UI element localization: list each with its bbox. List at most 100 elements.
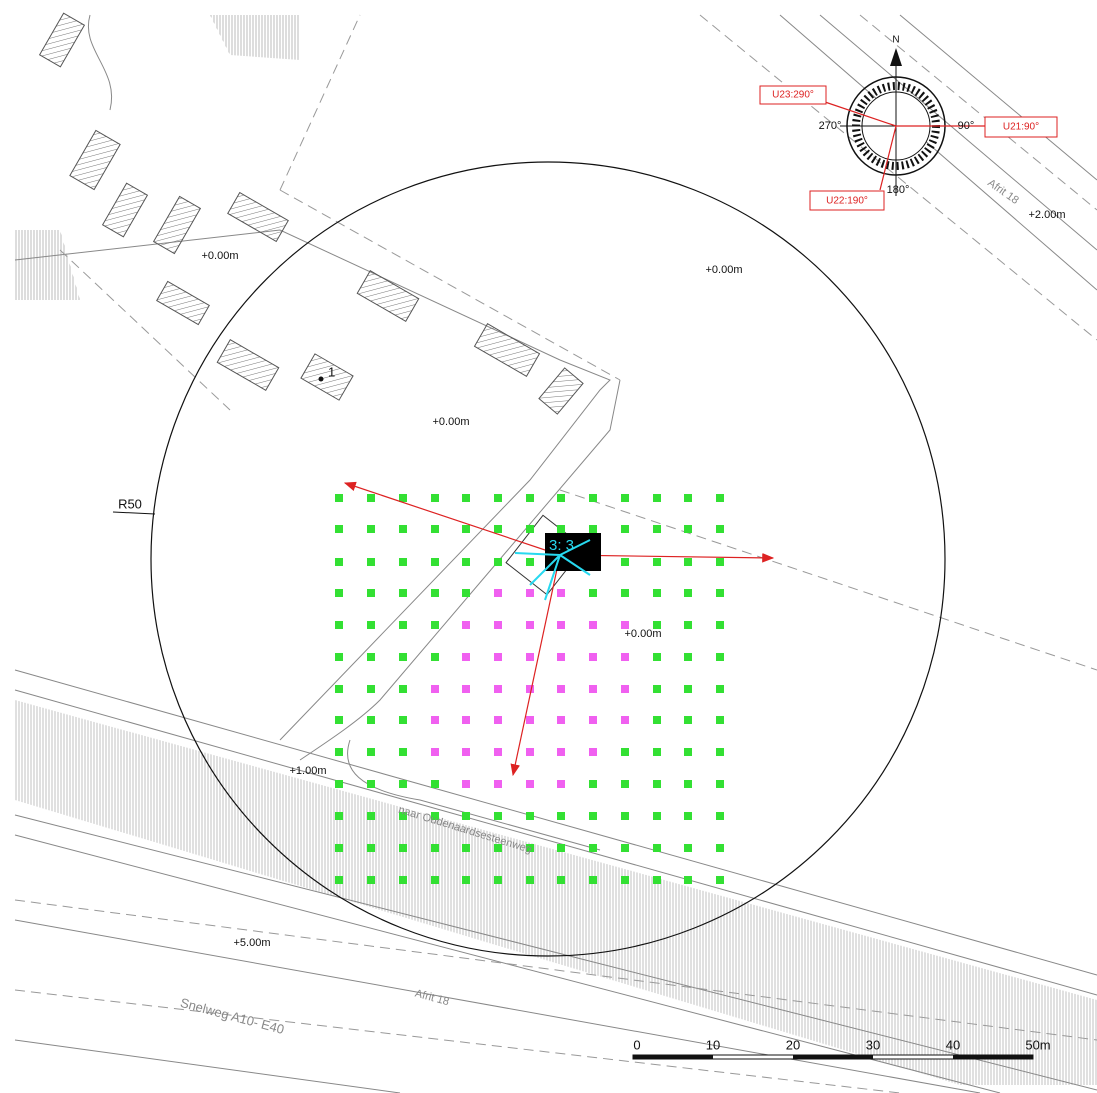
grid-point [431,589,439,597]
grid-point [462,748,470,756]
elevation-label: +2.00m [1029,209,1066,221]
grid-point [589,876,597,884]
grid-point [335,812,343,820]
grid-point [621,844,629,852]
grid-point [557,494,565,502]
grid-point [653,812,661,820]
grid-point [526,494,534,502]
grid-point [462,621,470,629]
grid-point [367,653,375,661]
grid-point [526,812,534,820]
scale-label: 40 [946,1037,960,1052]
grid-point [431,844,439,852]
grid-point [399,716,407,724]
grid-point [684,685,692,693]
grid-point [621,812,629,820]
grid-point [653,525,661,533]
grid-point [526,716,534,724]
grid-point [716,844,724,852]
grid-point [431,525,439,533]
grid-point [557,780,565,788]
grid-point [367,844,375,852]
grid-point [621,525,629,533]
elevation-label: +0.00m [433,416,470,428]
grid-point [462,558,470,566]
grid-point [557,653,565,661]
grid-point [431,558,439,566]
grid-point [653,494,661,502]
grid-point [716,716,724,724]
grid-point [399,685,407,693]
grid-point [335,494,343,502]
grid-point [526,653,534,661]
grid-point [557,748,565,756]
grid-point [431,621,439,629]
grid-point [653,653,661,661]
grid-point [621,685,629,693]
compass-north: N [892,35,899,46]
point-label: 1 [328,364,335,379]
compass-west: 270° [819,120,842,132]
road-label: Afrit 18 [985,177,1020,207]
grid-point [621,621,629,629]
grid-point [399,589,407,597]
grid-point [716,876,724,884]
grid-point [684,525,692,533]
grid-point [462,812,470,820]
grid-point [335,876,343,884]
grid-point [557,589,565,597]
grid-point [653,748,661,756]
grid-point [335,844,343,852]
grid-point [494,780,502,788]
grid-point [367,876,375,884]
grid-point [431,748,439,756]
grid-point [653,716,661,724]
grid-point [335,780,343,788]
grid-point [716,494,724,502]
grid-point [526,621,534,629]
grid-point [653,558,661,566]
orientation-label: U23:290° [772,90,814,101]
grid-point [335,748,343,756]
grid-point [526,876,534,884]
grid-point [335,716,343,724]
grid-point [494,748,502,756]
scale-label: 20 [786,1037,800,1052]
grid-point [716,812,724,820]
grid-point [399,494,407,502]
grid-point [621,716,629,724]
grid-point [399,621,407,629]
grid-point [335,525,343,533]
grid-point [653,589,661,597]
grid-point [494,525,502,533]
grid-point [367,494,375,502]
grid-point [431,780,439,788]
grid-point [526,844,534,852]
grid-point [653,685,661,693]
radius-circle [150,161,946,957]
compass: N 270° 90° 180° U23:290° U21:90° U22:190… [759,35,1058,211]
grid-point [653,844,661,852]
grid-point [494,685,502,693]
grid-point [589,525,597,533]
grid-point [526,558,534,566]
grid-point [494,653,502,661]
grid-point [589,844,597,852]
grid-points [335,494,724,884]
grid-point [684,653,692,661]
grid-point [684,812,692,820]
grid-point [557,716,565,724]
grid-point [526,748,534,756]
grid-point [684,621,692,629]
grid-point [716,621,724,629]
grid-point [653,621,661,629]
marker-label: 3: 3 [549,537,574,554]
grid-point [589,589,597,597]
scale-label: 50m [1025,1037,1050,1052]
grid-point [399,748,407,756]
grid-point [716,653,724,661]
grid-point [589,812,597,820]
elevation-label: +5.00m [234,937,271,949]
grid-point [494,558,502,566]
grid-point [335,589,343,597]
